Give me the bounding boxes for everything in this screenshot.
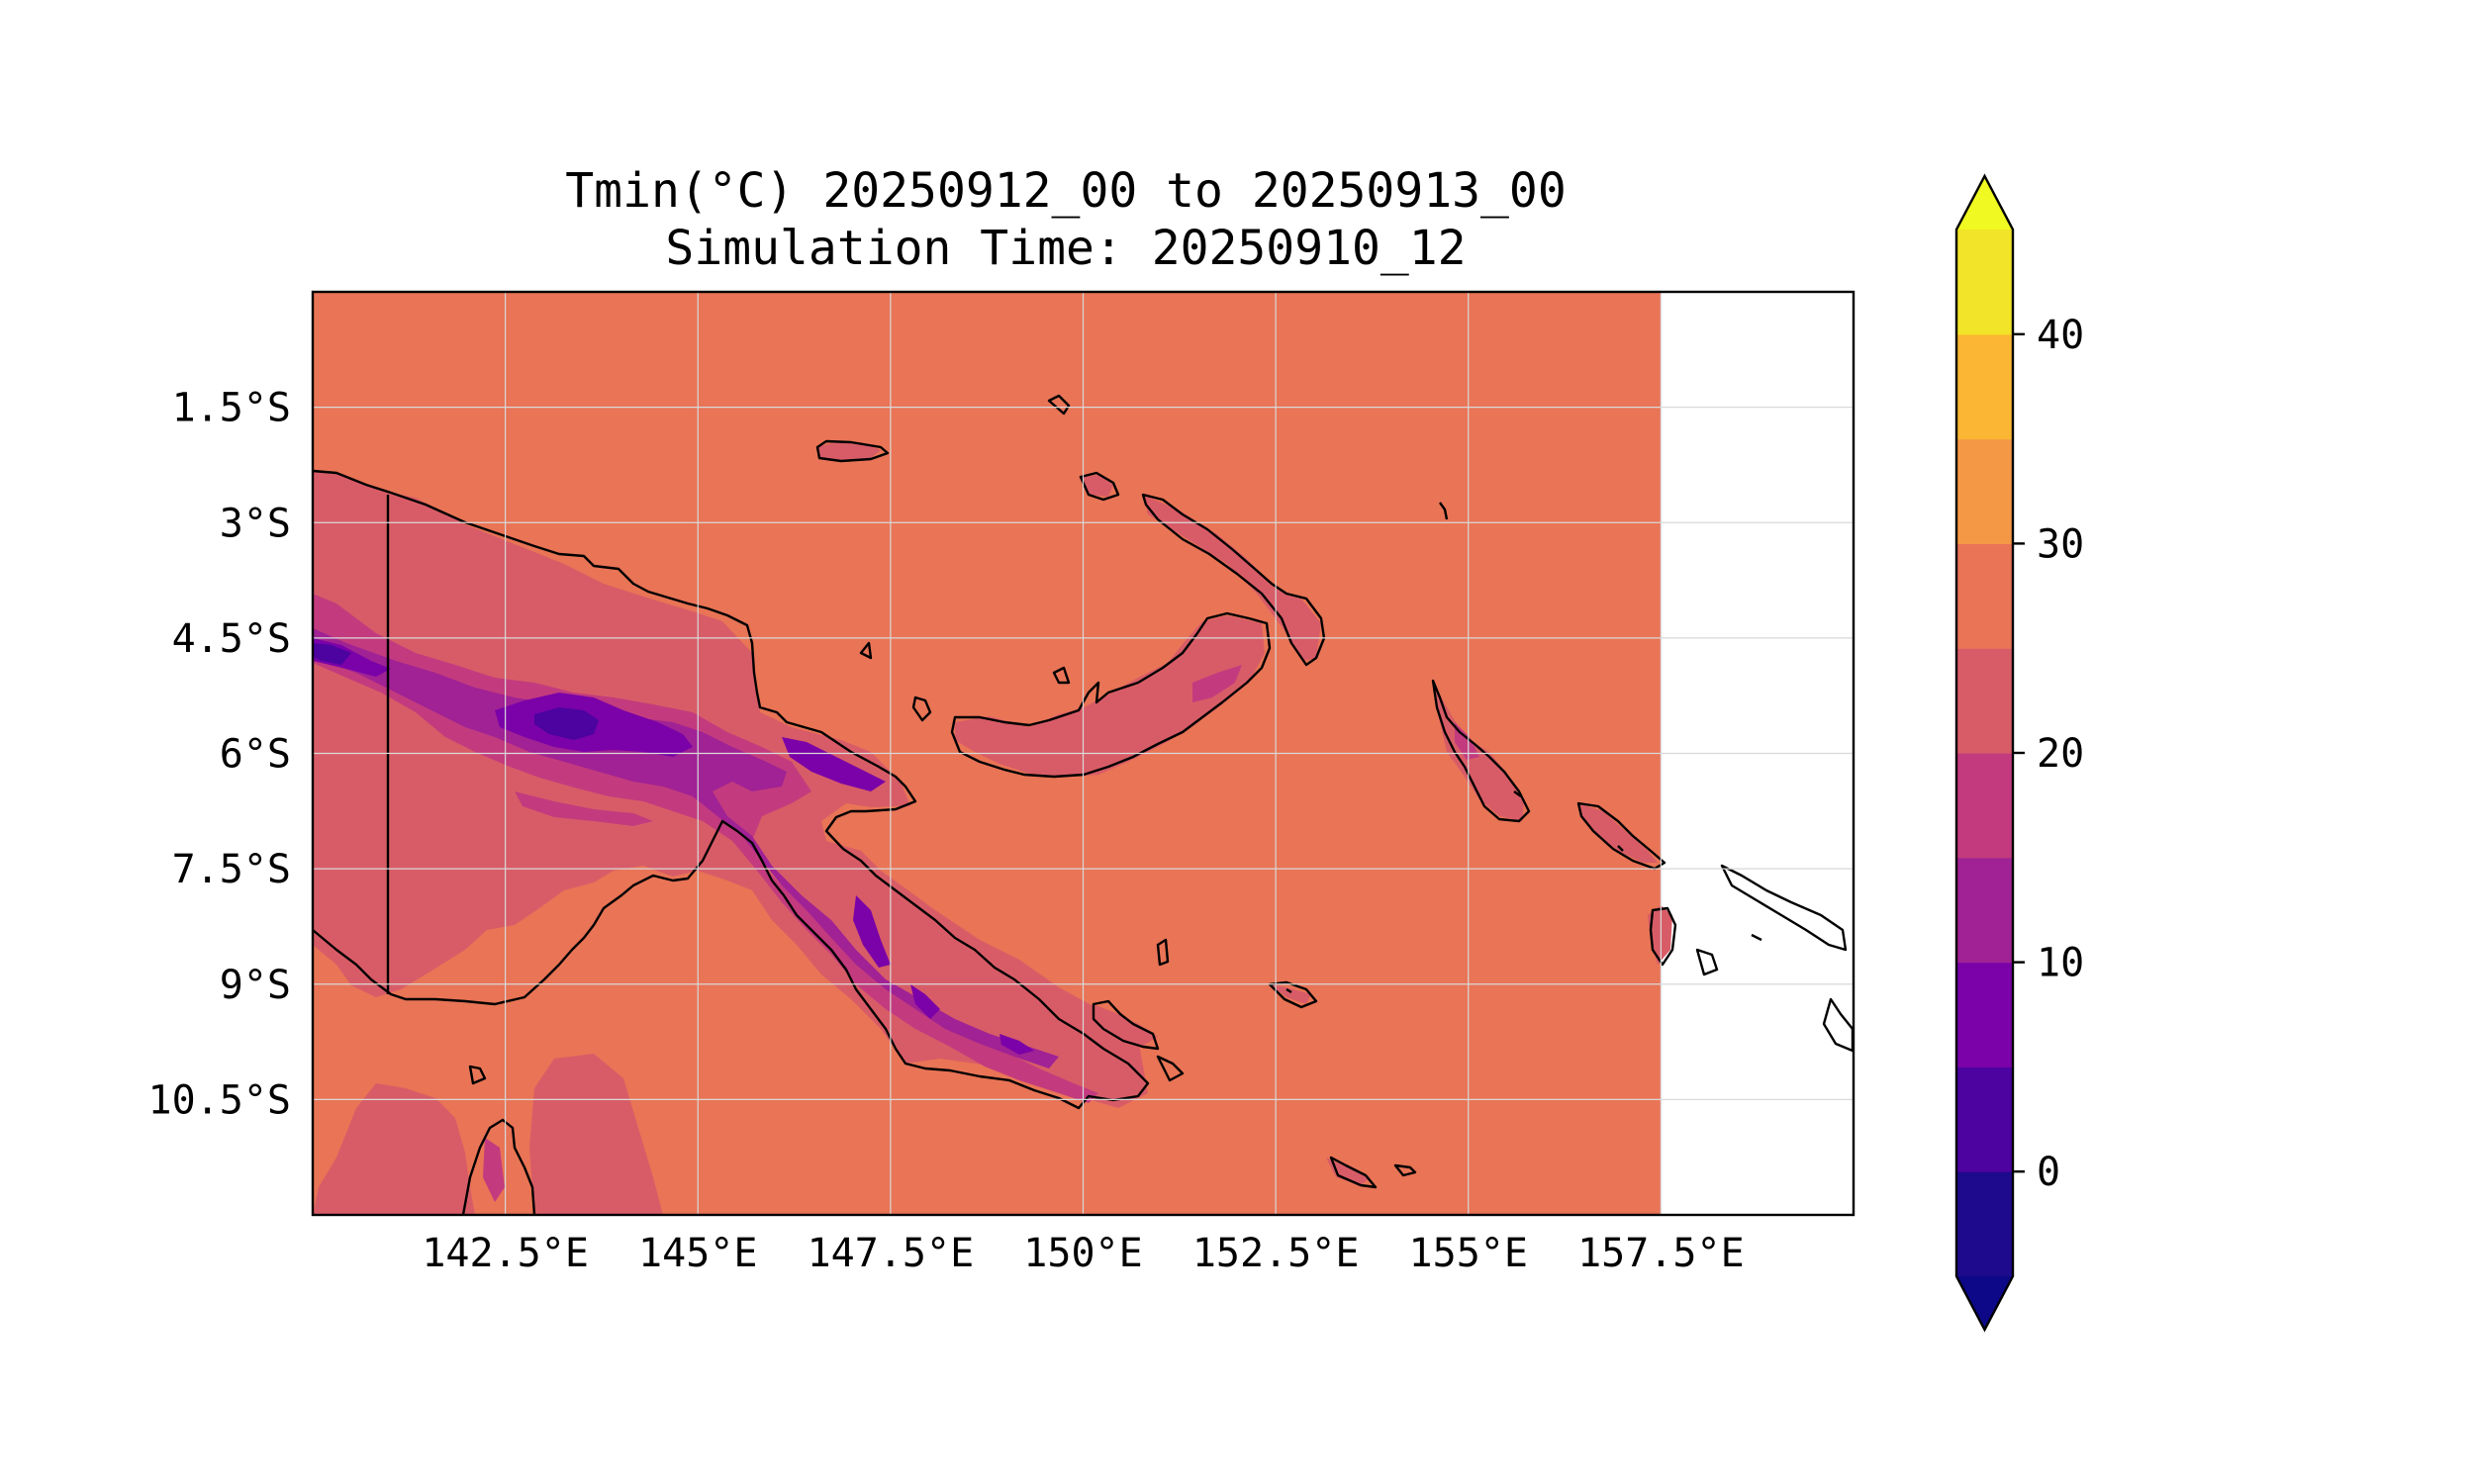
colorbar-tick-label: 30	[2037, 521, 2084, 567]
coastline-new-guinea	[313, 469, 1150, 1110]
colorbar-segment	[1956, 438, 2013, 544]
coastlines	[313, 394, 1854, 1215]
colorbar-segment	[1956, 543, 2013, 649]
coastline-islands-east	[1092, 980, 1417, 1189]
coastline-new-britain	[950, 611, 1272, 779]
y-tick-label: 10.5°S	[148, 1077, 292, 1123]
gridlines	[313, 292, 1854, 1215]
x-axis-ticks: 142.5°E 145°E 147.5°E 150°E 152.5°E 155°E 157.…	[422, 1231, 1744, 1276]
x-tick-label: 155°E	[1409, 1231, 1528, 1276]
y-tick-label: 6°S	[220, 732, 291, 778]
colorbar-segment	[1956, 1171, 2013, 1277]
x-tick-label: 145°E	[638, 1231, 757, 1276]
colorbar-tick-label: 10	[2037, 941, 2084, 986]
contour-level-0-5	[313, 643, 599, 740]
x-tick-label: 142.5°E	[422, 1231, 589, 1276]
contour-level-20-25-new-britain	[955, 615, 1265, 778]
coastline-cape-york	[461, 1118, 536, 1215]
contour-level-10-15	[313, 628, 1059, 1068]
y-tick-label: 9°S	[220, 963, 291, 1008]
map-frame	[311, 290, 1856, 1217]
colorbar-segment	[1956, 1067, 2013, 1172]
colorbar: 0 10 20 30 40	[1954, 173, 2084, 1333]
y-tick-label: 4.5°S	[172, 616, 291, 662]
map-panel: 142.5°E 145°E 147.5°E 150°E 152.5°E 155°E 157.…	[148, 290, 1856, 1276]
colorbar-tick-label: 40	[2037, 313, 2084, 358]
contour-layer	[313, 442, 1672, 1215]
x-tick-label: 147.5°E	[808, 1231, 975, 1276]
y-tick-label: 1.5°S	[172, 386, 291, 431]
colorbar-outline	[1954, 173, 2015, 1333]
y-tick-label: 7.5°S	[172, 847, 291, 892]
x-tick-label: 152.5°E	[1192, 1231, 1360, 1276]
contour-level-20-25-south	[313, 1083, 475, 1215]
colorbar-tick-label: 20	[2037, 731, 2084, 777]
colorbar-segment	[1956, 648, 2013, 754]
contour-level-20-25-solomons	[1578, 803, 1658, 863]
contour-level-20-25-bougainville	[1433, 683, 1524, 821]
coastline-bougainville	[1431, 679, 1531, 823]
colorbar-segment	[1956, 333, 2013, 440]
colorbar-segment	[1956, 753, 2013, 859]
coastline-new-ireland	[1141, 493, 1326, 667]
y-tick-label: 3°S	[220, 501, 291, 546]
contour-level-20-25-new-ireland	[1143, 495, 1321, 661]
colorbar-tick-label: 0	[2037, 1150, 2060, 1195]
coastline-small-islands	[468, 394, 1762, 1085]
coastline-north-islands	[815, 439, 890, 463]
map-title: Tmin(°C) 20250912_00 to 20250913_00	[565, 163, 1566, 219]
colorbar-extend-max	[1956, 176, 2013, 230]
coastline-solomons	[1576, 801, 1854, 1053]
colorbar-extend-min	[1956, 1276, 2013, 1330]
colorbar-segment	[1956, 230, 2013, 335]
x-tick-label: 150°E	[1023, 1231, 1142, 1276]
contour-level-20-25-cape-york	[529, 1054, 663, 1215]
map-subtitle: Simulation Time: 20250910_12	[665, 221, 1466, 276]
y-axis-ticks: 1.5°S 3°S 4.5°S 6°S 7.5°S 9°S 10.5°S	[148, 386, 292, 1124]
coastline-manus	[1079, 471, 1120, 502]
x-tick-label: 157.5°E	[1577, 1231, 1745, 1276]
colorbar-segment	[1956, 857, 2013, 964]
colorbar-segment	[1956, 962, 2013, 1067]
